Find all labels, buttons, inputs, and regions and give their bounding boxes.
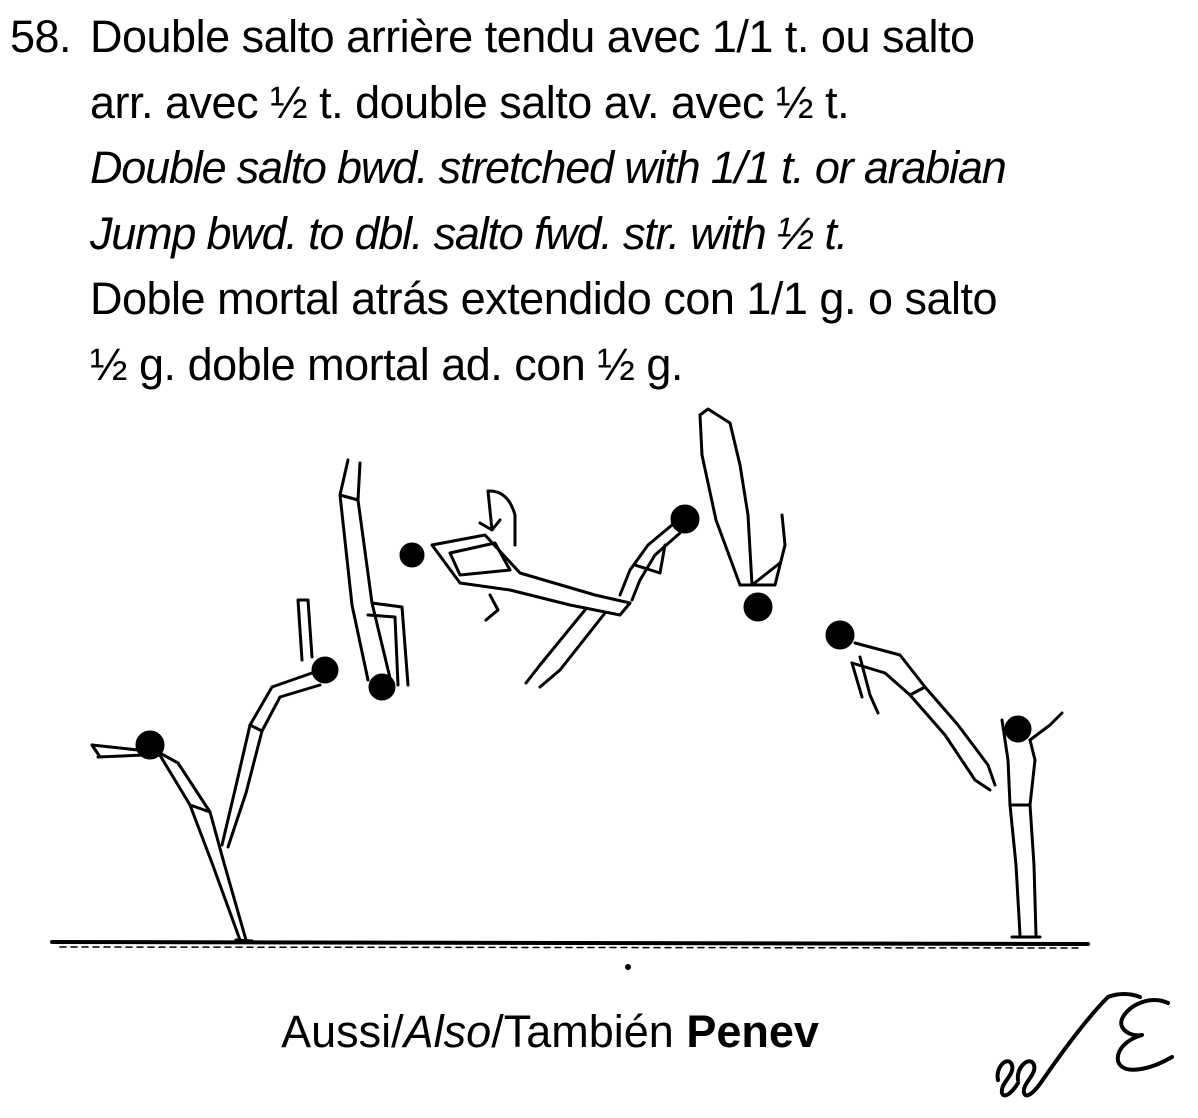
caption-also: Also xyxy=(403,1006,492,1057)
caption-separator-1: / xyxy=(391,1006,404,1057)
floor-line xyxy=(50,940,1090,946)
gymnast-figure-2 xyxy=(220,598,339,849)
gymnast-figure-5 xyxy=(618,504,700,602)
element-number: 58. xyxy=(10,11,72,62)
gymnast-name: Penev xyxy=(686,1006,819,1057)
also-known-as-caption: Aussi/Also/También Penev xyxy=(0,1004,1100,1060)
gymnast-figure-7 xyxy=(825,620,997,792)
caption-aussi: Aussi xyxy=(281,1006,392,1057)
gymnast-figure-6 xyxy=(698,407,787,622)
skill-illustration xyxy=(50,407,1090,970)
element-description: Double salto arrière tendu avec 1/1 t. o… xyxy=(90,4,1198,397)
description-spanish-line-2: ½ g. doble mortal ad. con ½ g. xyxy=(90,338,683,390)
description-french-line-2: arr. avec ½ t. double salto av. avec ½ t… xyxy=(90,76,850,128)
description-english-line-1: Double salto bwd. stretched with 1/1 t. … xyxy=(90,142,1007,193)
floor-line-shadow xyxy=(59,946,1081,949)
gymnast-figure-8 xyxy=(1000,711,1064,939)
gymnast-figure-4 xyxy=(399,489,632,689)
caption-separator-2: / xyxy=(491,1006,504,1057)
description-spanish-line-1: Doble mortal atrás extendido con 1/1 g. … xyxy=(90,273,998,324)
caption-tambien: También xyxy=(503,1006,674,1057)
gymnast-figure-1 xyxy=(90,730,254,943)
gymnast-figure-3 xyxy=(338,458,410,701)
stray-mark xyxy=(625,964,631,970)
handwritten-signature-logo xyxy=(995,992,1174,1098)
description-french-line-1: Double salto arrière tendu avec 1/1 t. o… xyxy=(90,11,975,62)
description-english-line-2: Jump bwd. to dbl. salto fwd. str. with ½… xyxy=(90,207,848,259)
